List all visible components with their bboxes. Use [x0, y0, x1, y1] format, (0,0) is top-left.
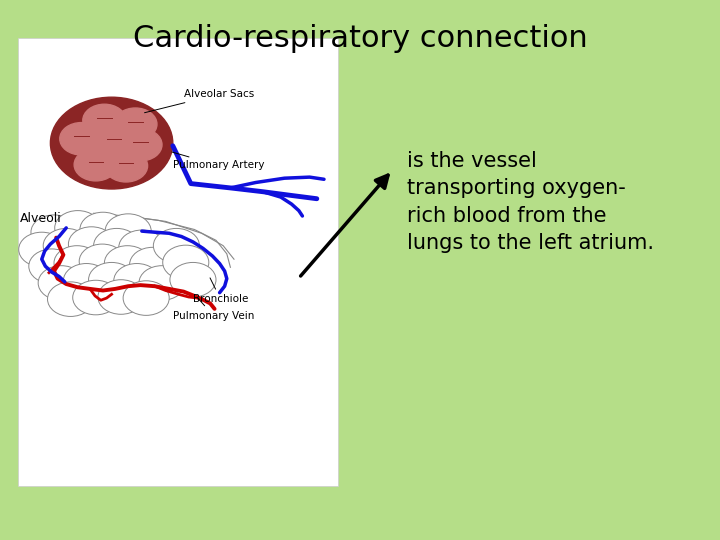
Circle shape	[139, 266, 185, 300]
Circle shape	[170, 262, 216, 297]
Circle shape	[74, 148, 117, 181]
Circle shape	[104, 246, 150, 280]
Circle shape	[80, 212, 126, 247]
Circle shape	[114, 108, 157, 140]
Circle shape	[114, 264, 160, 298]
Circle shape	[104, 150, 148, 182]
Circle shape	[38, 266, 84, 300]
Circle shape	[55, 211, 101, 245]
Circle shape	[98, 280, 144, 314]
Circle shape	[43, 228, 89, 263]
FancyBboxPatch shape	[18, 38, 338, 486]
Text: Alveoli: Alveoli	[20, 212, 62, 225]
Circle shape	[89, 262, 135, 297]
Circle shape	[130, 247, 176, 282]
Circle shape	[60, 123, 103, 155]
Circle shape	[19, 232, 65, 267]
Text: Alveolar Sacs: Alveolar Sacs	[145, 89, 254, 113]
Circle shape	[105, 214, 151, 248]
Text: Cardio-respiratory connection: Cardio-respiratory connection	[132, 24, 588, 53]
Circle shape	[153, 228, 199, 263]
Circle shape	[50, 97, 173, 189]
Circle shape	[119, 230, 165, 265]
Circle shape	[68, 227, 114, 261]
Text: Bronchiole: Bronchiole	[193, 278, 248, 305]
Text: Pulmonary Artery: Pulmonary Artery	[172, 152, 264, 171]
Circle shape	[48, 282, 94, 316]
Circle shape	[29, 249, 75, 284]
Circle shape	[123, 281, 169, 315]
Circle shape	[163, 245, 209, 280]
Text: Pulmonary Vein: Pulmonary Vein	[173, 298, 254, 321]
Circle shape	[92, 126, 135, 158]
Circle shape	[119, 129, 162, 161]
Text: is the vessel
transporting oxygen-
rich blood from the
lungs to the left atrium.: is the vessel transporting oxygen- rich …	[407, 151, 654, 253]
Circle shape	[94, 228, 140, 263]
Circle shape	[63, 264, 109, 298]
Circle shape	[54, 246, 100, 280]
Circle shape	[83, 104, 126, 137]
Circle shape	[73, 280, 119, 315]
Circle shape	[31, 215, 77, 249]
Circle shape	[79, 244, 125, 279]
